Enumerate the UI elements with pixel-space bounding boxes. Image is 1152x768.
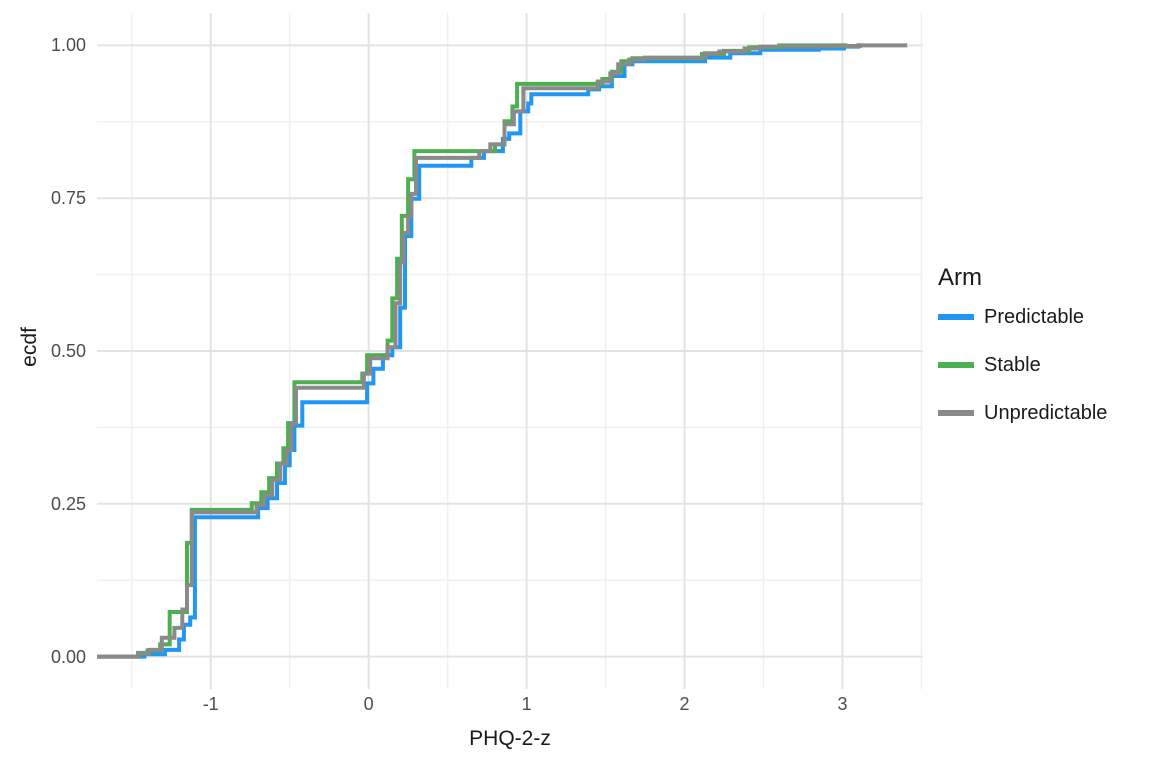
x-tick-label: -1: [202, 694, 219, 714]
legend: Arm Predictable Stable Unpredictable: [938, 265, 1148, 449]
x-tick-label: 2: [679, 694, 690, 714]
y-tick-label: 0.50: [50, 341, 86, 361]
x-axis-title: PHQ-2-z: [469, 727, 551, 750]
legend-label: Unpredictable: [984, 401, 1108, 424]
y-tick-label: 0.75: [50, 188, 86, 209]
y-tick-label: 0.00: [50, 646, 86, 667]
legend-item-unpredictable: Unpredictable: [938, 401, 1148, 425]
x-tick-label: 3: [837, 694, 848, 714]
legend-key-unpredictable: [938, 410, 974, 416]
legend-key-predictable: [938, 314, 974, 320]
legend-title: Arm: [938, 264, 982, 291]
x-tick-label: 1: [521, 694, 532, 714]
x-tick-label: 0: [363, 694, 374, 714]
legend-item-predictable: Predictable: [938, 305, 1148, 329]
series-line-unpredictable: [97, 43, 908, 659]
legend-key-stable: [938, 362, 974, 368]
legend-items: Predictable Stable Unpredictable: [938, 305, 1148, 425]
legend-item-stable: Stable: [938, 353, 1148, 377]
legend-label: Predictable: [984, 305, 1085, 328]
legend-label: Stable: [984, 353, 1041, 376]
y-tick-label: 1.00: [50, 35, 86, 56]
y-tick-label: 0.25: [50, 493, 86, 514]
